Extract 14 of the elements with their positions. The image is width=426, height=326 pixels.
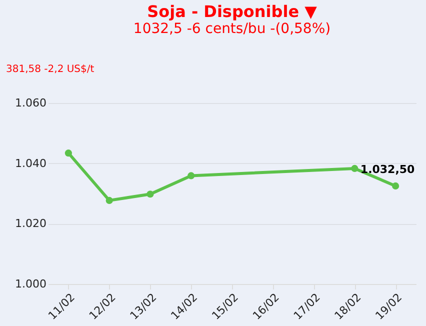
- y-tick-label: 1.060: [15, 96, 46, 110]
- annotation: 1.032,50: [360, 162, 416, 176]
- point: [392, 182, 400, 190]
- y-tick-label: 1.040: [15, 156, 46, 170]
- text: 381,58 -2,2 US$/t: [6, 64, 94, 75]
- point: [351, 164, 358, 172]
- point: [188, 172, 195, 180]
- y-tick-label: 1.000: [15, 278, 46, 290]
- point: [146, 190, 154, 198]
- point: [106, 196, 113, 204]
- y-tick-label: 1.020: [15, 217, 46, 230]
- chart-title: Soja - Disponible ▼: [147, 2, 318, 21]
- chart-subtitle: 1032,5 -6 cents/bu -(0,58%): [133, 21, 331, 37]
- point: [64, 150, 72, 157]
